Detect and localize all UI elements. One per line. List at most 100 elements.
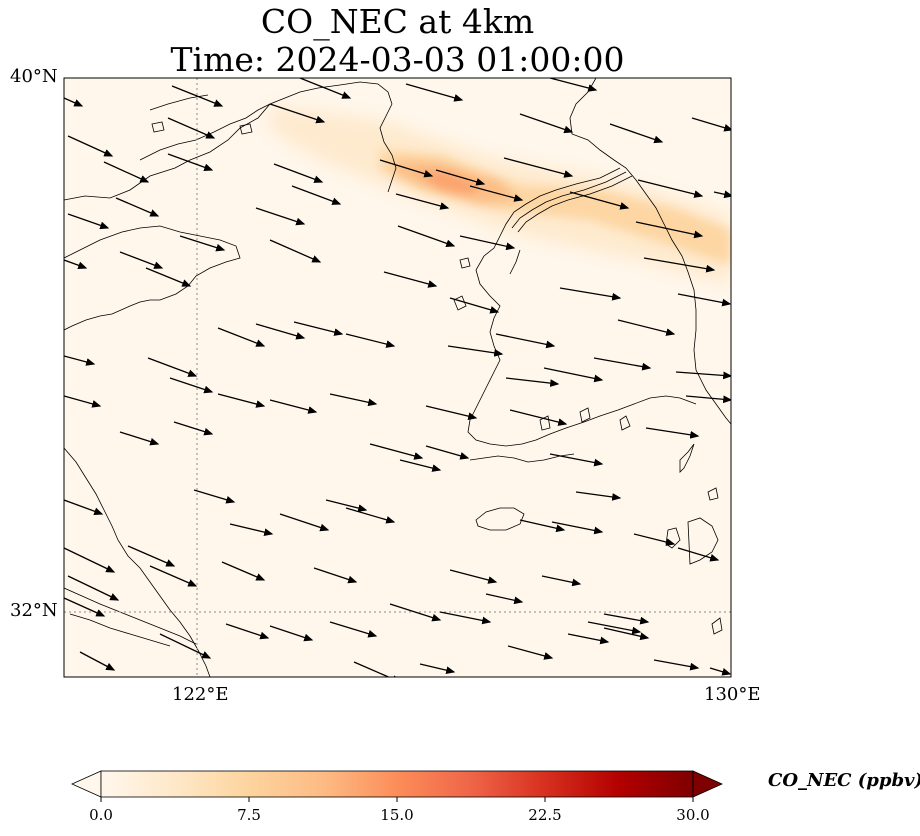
wind-arrow bbox=[329, 393, 378, 407]
wind-arrow bbox=[115, 197, 160, 217]
wind-arrow bbox=[269, 103, 326, 124]
wind-arrow bbox=[567, 633, 610, 645]
wind-arrow bbox=[64, 395, 102, 408]
wind-arrow bbox=[675, 371, 731, 380]
colorbar-label: CO_NEC (ppbv) bbox=[768, 770, 920, 791]
wind-arrow bbox=[269, 399, 318, 414]
wind-arrow bbox=[447, 345, 504, 357]
wind-arrow bbox=[169, 377, 214, 394]
wind-arrow bbox=[383, 271, 438, 288]
wind-arrow bbox=[603, 613, 650, 625]
wind-arrow bbox=[485, 593, 524, 605]
wind-arrow bbox=[637, 179, 704, 198]
colorbar-tick-label: 15.0 bbox=[380, 806, 414, 824]
wind-arrow bbox=[255, 207, 306, 226]
wind-arrow bbox=[229, 523, 274, 536]
wind-arrow bbox=[435, 169, 486, 186]
wind-arrow bbox=[503, 157, 574, 178]
wind-arrow bbox=[691, 117, 731, 132]
colorbar-tick-label: 22.5 bbox=[528, 806, 562, 824]
wind-arrow bbox=[459, 235, 516, 251]
wind-arrow bbox=[541, 575, 582, 587]
wind-arrow bbox=[369, 443, 424, 460]
wind-arrow bbox=[677, 547, 720, 562]
colorbar-min-extend bbox=[71, 770, 102, 798]
wind-arrows bbox=[64, 78, 731, 677]
wind-arrow bbox=[507, 645, 554, 660]
wind-arrow bbox=[345, 333, 396, 348]
wind-arrow bbox=[269, 239, 322, 263]
wind-arrow bbox=[217, 393, 266, 408]
wind-arrow bbox=[145, 267, 192, 287]
wind-arrow bbox=[147, 357, 198, 377]
wind-arrow bbox=[425, 445, 470, 460]
wind-arrow bbox=[217, 327, 266, 347]
wind-arrow bbox=[273, 163, 324, 183]
wind-arrow bbox=[395, 193, 450, 210]
wind-arrow bbox=[67, 575, 120, 601]
colorbar-tick-label: 30.0 bbox=[676, 806, 710, 824]
gridlines bbox=[64, 78, 731, 677]
wind-arrow bbox=[449, 297, 500, 314]
wind-arrow bbox=[593, 357, 652, 371]
wind-arrow bbox=[379, 159, 434, 178]
wind-arrow bbox=[293, 321, 344, 336]
wind-arrow bbox=[509, 409, 568, 426]
wind-arrow bbox=[119, 431, 160, 446]
wind-arrow bbox=[167, 117, 216, 139]
lat-label-32N: 32°N bbox=[10, 600, 58, 621]
wind-arrow bbox=[645, 427, 700, 439]
wind-arrow bbox=[64, 355, 96, 366]
map-frame bbox=[63, 77, 732, 678]
wind-arrow bbox=[519, 113, 574, 134]
wind-arrow bbox=[103, 161, 150, 183]
wind-arrow bbox=[64, 499, 104, 515]
wind-arrow bbox=[543, 367, 604, 383]
wind-arrow bbox=[171, 85, 224, 107]
colorbar-tick-label: 7.5 bbox=[237, 806, 261, 824]
wind-arrow bbox=[159, 633, 212, 659]
wind-arrow bbox=[551, 521, 604, 535]
wind-arrow bbox=[269, 625, 314, 642]
wind-arrow bbox=[79, 651, 116, 671]
wind-arrow bbox=[709, 667, 731, 676]
wind-arrow bbox=[64, 597, 106, 617]
wind-arrow bbox=[64, 547, 116, 573]
wind-arrow bbox=[313, 567, 358, 584]
wind-arrow bbox=[635, 221, 704, 239]
wind-arrow bbox=[389, 603, 442, 622]
wind-arrow bbox=[425, 405, 478, 420]
wind-arrow bbox=[449, 569, 498, 584]
colorbar bbox=[71, 770, 723, 802]
wind-arrow bbox=[399, 459, 442, 472]
wind-arrow bbox=[127, 545, 176, 567]
wind-arrow bbox=[549, 453, 604, 467]
lon-label-130E: 130°E bbox=[704, 684, 761, 705]
wind-arrow bbox=[279, 513, 330, 532]
wind-arrow bbox=[405, 83, 464, 102]
wind-arrow bbox=[149, 565, 198, 587]
wind-arrow bbox=[67, 135, 114, 157]
wind-arrow bbox=[329, 621, 378, 638]
wind-arrow bbox=[419, 663, 456, 675]
wind-arrow bbox=[193, 489, 236, 504]
colorbar-tick-label: 0.0 bbox=[89, 806, 113, 824]
wind-arrow bbox=[505, 377, 560, 387]
wind-arrow bbox=[353, 661, 402, 677]
wind-arrow bbox=[575, 491, 622, 501]
wind-arrow bbox=[519, 519, 566, 533]
wind-arrow bbox=[64, 259, 88, 269]
wind-arrow bbox=[397, 225, 456, 248]
wind-arrow bbox=[643, 257, 716, 273]
wind-arrow bbox=[559, 287, 622, 301]
wind-arrow bbox=[119, 251, 164, 269]
wind-arrow bbox=[64, 97, 84, 107]
wind-arrow bbox=[617, 319, 676, 336]
wind-arrow bbox=[713, 190, 731, 199]
lon-label-122E: 122°E bbox=[172, 684, 229, 705]
wind-arrow bbox=[439, 611, 492, 625]
wind-arrow bbox=[633, 533, 676, 546]
wind-arrow bbox=[569, 191, 630, 210]
wind-arrow bbox=[221, 561, 266, 581]
